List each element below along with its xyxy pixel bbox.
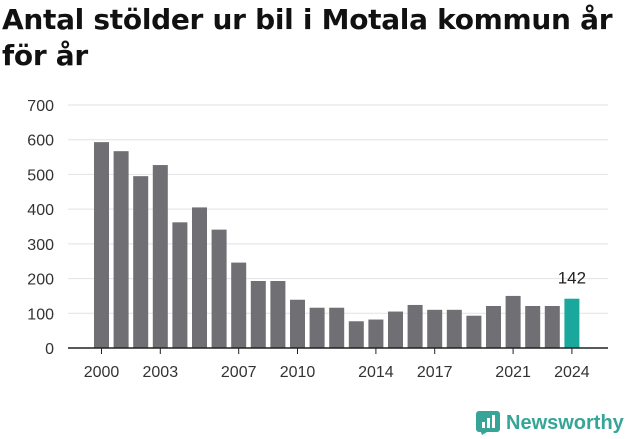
bar-2014 [368,319,384,348]
newsworthy-logo[interactable]: Newsworthy [476,408,624,438]
x-tick-label: 2021 [495,364,531,381]
x-tick-label: 2010 [280,364,316,381]
x-tick-label: 2017 [417,364,453,381]
y-axis-ticks: 0 100 200 300 400 500 600 700 [27,98,54,358]
bar-2012 [329,307,345,348]
bar-2016 [407,304,423,348]
x-tick-label: 2000 [84,364,120,381]
bar-2011 [309,307,325,348]
newsworthy-logo-icon [476,411,500,435]
bar-2024 [564,298,580,348]
bar-2002 [133,176,149,348]
x-tick-label: 2003 [143,364,179,381]
bar-2000 [94,142,109,348]
bar-2017 [427,309,443,348]
x-tick-label: 2014 [358,364,394,381]
y-tick-label: 700 [27,98,54,115]
bar-2021 [505,295,521,348]
x-tick-label: 2007 [221,364,257,381]
bar-2020 [486,305,501,348]
gridlines [68,104,608,314]
bar-2001 [113,151,129,348]
bar-2009 [270,281,286,348]
bar-2013 [348,321,364,348]
bar-2004 [172,222,188,348]
bar-2010 [290,299,305,348]
y-tick-label: 100 [27,306,54,323]
bar-2003 [152,165,168,348]
bar-2006 [211,229,227,348]
bars [94,142,580,348]
x-axis-ticks: 2000 2003 2007 2010 2014 2017 2021 2024 [84,348,590,381]
y-tick-label: 600 [27,133,54,150]
bar-2007 [231,262,247,348]
bar-2019 [466,315,482,348]
chart-title: Antal stölder ur bil i Motala kommun år … [2,3,613,72]
bar-2022 [525,305,541,348]
bar-2015 [388,311,403,348]
y-tick-label: 400 [27,202,54,219]
x-tick-label: 2024 [554,364,590,381]
y-tick-label: 500 [27,167,54,184]
bar-2008 [250,281,266,348]
y-tick-label: 300 [27,237,54,254]
y-tick-label: 0 [45,341,54,358]
bar-2018 [446,309,462,348]
data-labels: 142 [558,269,586,288]
bar-2023 [544,305,560,348]
y-tick-label: 200 [27,272,54,289]
data-label: 142 [558,269,586,288]
bar-2005 [192,207,207,348]
brand-name: Newsworthy [506,411,624,434]
